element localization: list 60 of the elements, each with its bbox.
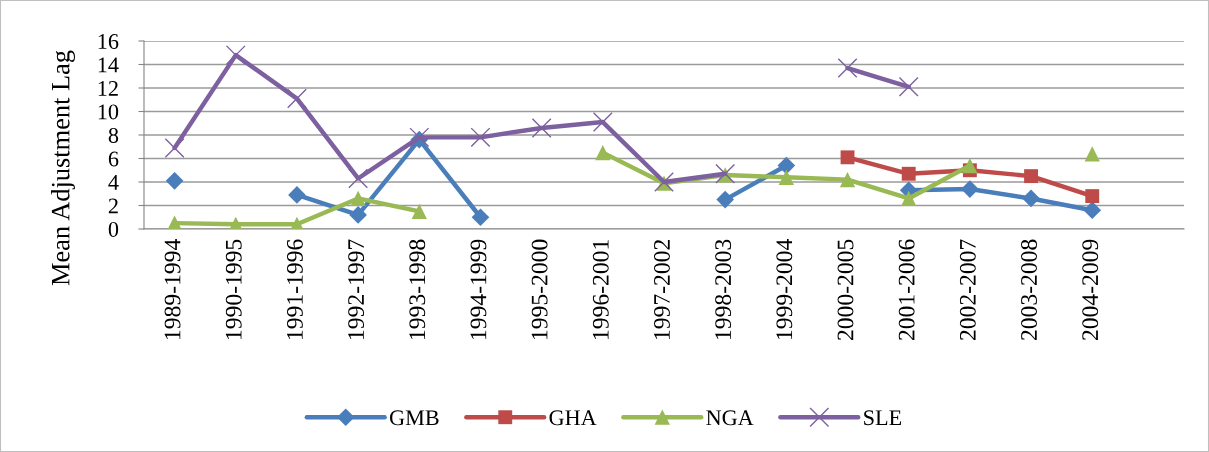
x-tick-label: 1998-2003 (715, 239, 732, 339)
x-tick-label: 2001-2006 (898, 239, 915, 340)
legend-label: SLE (864, 410, 902, 426)
x-tick-label: 1994-1999 (470, 239, 487, 339)
point (778, 169, 794, 185)
x-tick-label: 2003-2008 (1021, 239, 1037, 340)
y-tick-label: 12 (98, 80, 118, 96)
point (1084, 146, 1100, 162)
x-tick-label: 1999-2004 (776, 239, 793, 339)
point (349, 206, 367, 224)
legend-label: GHA (549, 410, 597, 426)
point (288, 186, 306, 204)
y-axis-title: Mean Adjustment Lag (50, 50, 75, 286)
point (471, 208, 490, 227)
point (350, 190, 366, 207)
y-tick-label: 16 (98, 33, 119, 49)
point (470, 127, 491, 148)
x-tick-label: 1996-2001 (592, 240, 609, 339)
y-tick-label: 4 (108, 175, 119, 190)
x-tick-label: 2004-2009 (1082, 239, 1099, 340)
point (1022, 189, 1040, 208)
x-tick-label: 2000-2005 (837, 239, 854, 340)
point (837, 58, 858, 78)
point (777, 156, 796, 175)
point (839, 172, 856, 188)
x-tick-label: 1990-1995 (225, 239, 242, 339)
x-tick-label: 1997-2002 (653, 240, 670, 339)
point (898, 77, 919, 97)
point (593, 112, 613, 132)
point (962, 157, 978, 174)
y-tick-label: 14 (98, 57, 119, 73)
point (348, 168, 368, 189)
point (840, 150, 855, 165)
x-tick-label: 1992-1997 (348, 239, 365, 339)
point (226, 45, 246, 65)
legend-label: GMB (389, 410, 439, 426)
point (287, 88, 307, 109)
y-tick-label: 8 (108, 127, 119, 143)
y-tick-label: 2 (108, 198, 118, 214)
x-tick-label: 1989-1994 (164, 239, 181, 339)
y-tick-label: 10 (98, 104, 119, 120)
y-tick-label: 0 (108, 221, 119, 237)
legend-label: NGA (706, 410, 754, 426)
point (901, 190, 917, 207)
x-tick-label: 1993-1998 (409, 239, 426, 339)
point (1085, 189, 1100, 204)
point (716, 190, 735, 209)
point (1024, 169, 1038, 184)
point (411, 203, 427, 220)
x-tick-label: 1991-1996 (286, 239, 303, 339)
point (901, 166, 916, 181)
x-tick-label: 1995-2000 (531, 239, 548, 339)
point (165, 171, 184, 190)
point (595, 144, 611, 161)
x-tick-label: 2002-2007 (959, 239, 976, 340)
y-tick-label: 6 (108, 151, 119, 167)
point (164, 138, 185, 158)
point (1083, 201, 1102, 220)
point (531, 118, 552, 138)
point (961, 180, 979, 198)
